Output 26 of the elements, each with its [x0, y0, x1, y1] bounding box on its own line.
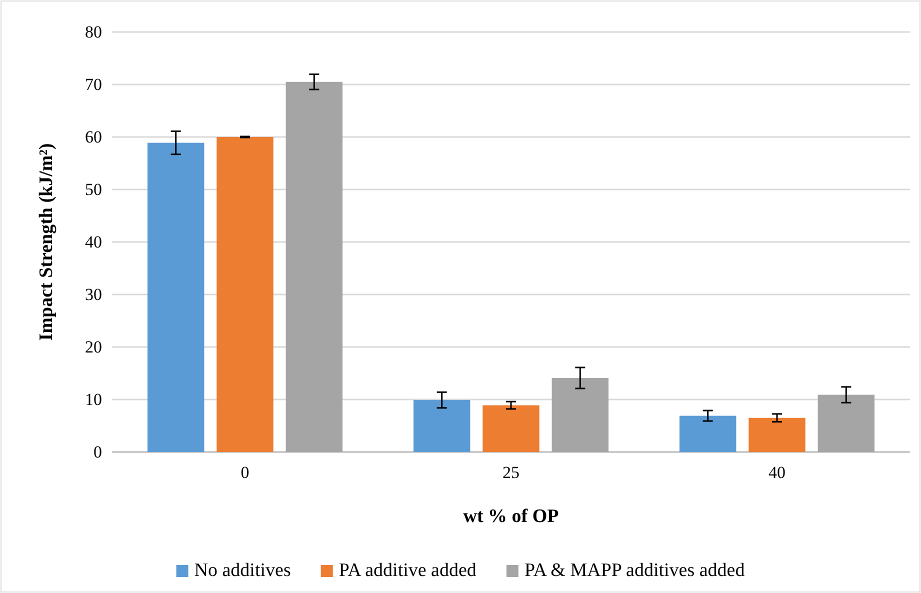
y-tick-label: 0	[94, 442, 102, 462]
y-tick-label: 70	[85, 74, 102, 94]
bar	[482, 405, 540, 452]
y-axis-title: Impact Strength (kJ/m²)	[36, 143, 57, 341]
bar	[748, 418, 806, 452]
legend-label: No additives	[194, 560, 291, 581]
y-tick-label: 60	[85, 127, 102, 146]
y-tick-label: 50	[85, 180, 102, 199]
bar	[818, 394, 875, 452]
x-tick-label: 40	[768, 463, 786, 482]
bar	[413, 400, 470, 452]
legend-label: PA & MAPP additives added	[524, 560, 746, 581]
y-tick-label: 30	[85, 284, 102, 304]
bar	[552, 378, 609, 452]
y-tick-label: 20	[85, 337, 102, 356]
x-axis-title: wt % of OP	[463, 506, 560, 527]
bar	[216, 137, 274, 452]
y-tick-label: 10	[85, 390, 102, 409]
bar	[147, 142, 204, 452]
y-tick-label: 40	[85, 232, 102, 252]
bar	[286, 82, 343, 452]
x-tick-label: 0	[240, 463, 250, 482]
y-tick-label: 80	[85, 22, 102, 42]
legend-label: PA additive added	[338, 560, 477, 581]
bar	[679, 416, 736, 452]
x-tick-label: 25	[502, 463, 520, 482]
